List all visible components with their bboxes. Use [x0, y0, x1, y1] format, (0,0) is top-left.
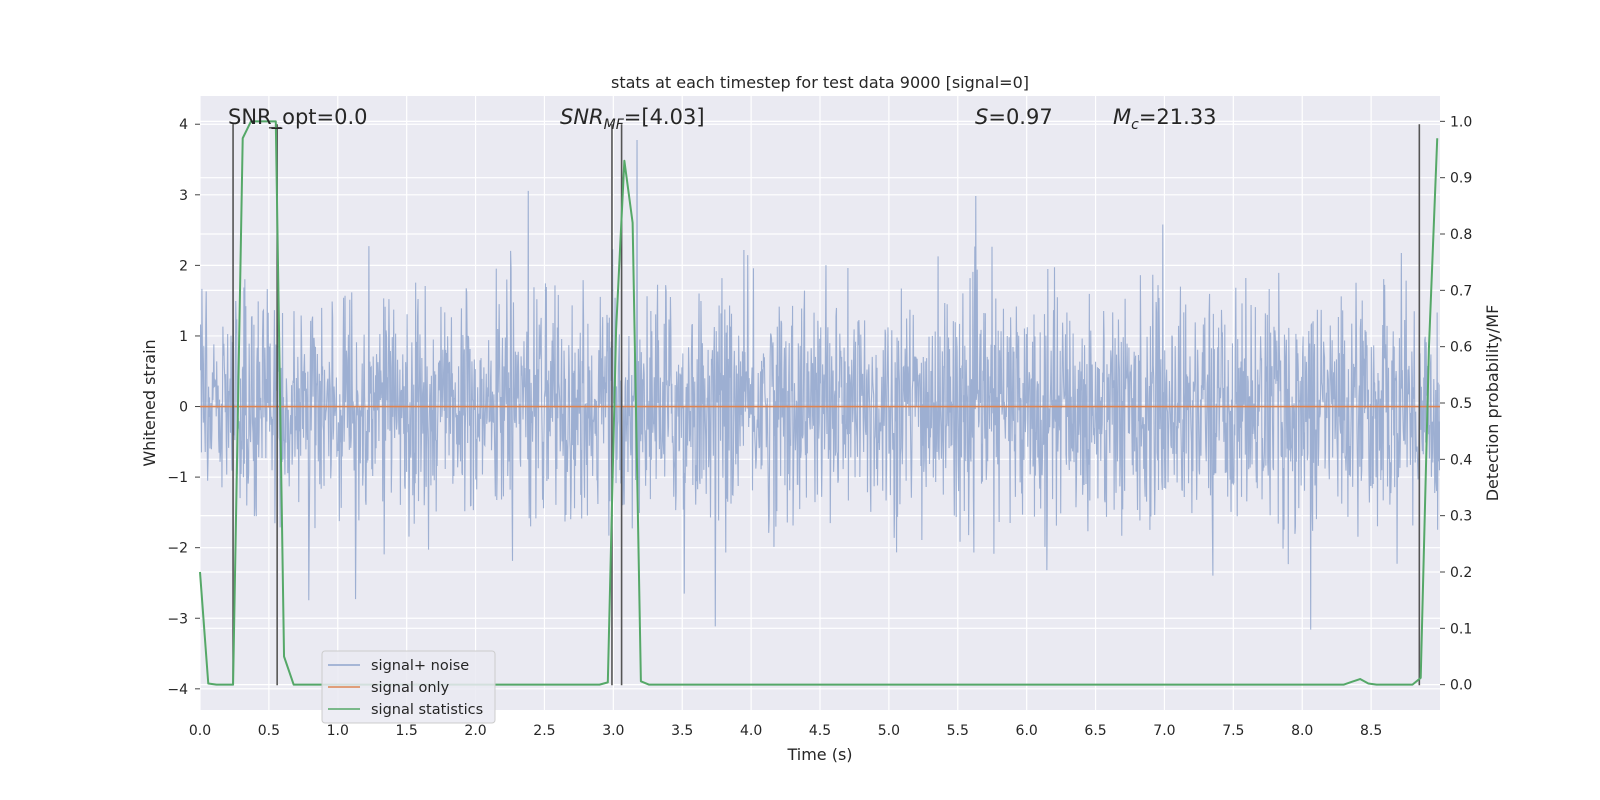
x-tick-label: 4.5: [809, 723, 831, 739]
y2-tick-label: 0.5: [1450, 396, 1472, 412]
legend: signal+ noise signal only signal statist…: [321, 650, 496, 724]
x-axis-label: Time (s): [786, 745, 852, 764]
y2-tick-label: 0.7: [1450, 283, 1472, 299]
mc-value: =21.33: [1139, 105, 1217, 129]
x-tick-label: 8.0: [1291, 723, 1313, 739]
snr-opt-annotation: SNR_opt=0.0: [228, 105, 368, 130]
y-tick-label: 3: [179, 188, 188, 204]
y-tick-label: 2: [179, 258, 188, 274]
legend-box: [321, 650, 496, 724]
snr-mf-subscript: MF: [604, 117, 625, 133]
y-tick-label: 4: [179, 117, 188, 133]
mc-subscript: c: [1131, 117, 1139, 133]
x-tick-label: 3.0: [602, 723, 624, 739]
x-tick-label: 3.5: [671, 723, 693, 739]
series-signal-statistics: [199, 120, 1439, 686]
snr-mf-value: =[4.03]: [624, 105, 705, 129]
x-tick-label: 0.0: [189, 723, 211, 739]
y-tick-label: −3: [167, 611, 188, 627]
y2-tick-label: 0.1: [1450, 621, 1472, 637]
x-tick-label: 1.0: [327, 723, 349, 739]
x-tick-label: 7.5: [1222, 723, 1244, 739]
y2-tick-label: 0.0: [1450, 678, 1472, 694]
y-tick-label: −1: [167, 470, 188, 486]
x-tick-label: 8.5: [1360, 723, 1382, 739]
y-axis-label: Whitened strain: [140, 339, 159, 466]
s-annotation: S=0.97: [975, 105, 1053, 129]
x-tick-label: 7.0: [1153, 723, 1175, 739]
chart-title: stats at each timestep for test data 900…: [611, 73, 1029, 92]
x-tick-label: 2.0: [464, 723, 486, 739]
mc-symbol: M: [1113, 105, 1131, 129]
y2-tick-label: 0.3: [1450, 509, 1472, 525]
legend-label-noise: signal+ noise: [371, 658, 469, 674]
y-tick-label: −4: [167, 682, 188, 698]
y-tick-label: −2: [167, 541, 188, 557]
legend-label-stats: signal statistics: [371, 702, 483, 718]
y2-tick-label: 1.0: [1450, 114, 1472, 130]
y2-tick-label: 0.2: [1450, 565, 1472, 581]
series-signal-noise: [200, 139, 1440, 630]
x-tick-label: 5.0: [878, 723, 900, 739]
y2-axis-label: Detection probability/MF: [1483, 305, 1502, 502]
y-tick-label: 0: [179, 400, 188, 416]
x-tick-label: 4.0: [740, 723, 762, 739]
snr-mf-annotation: SNRMF=[4.03]: [560, 105, 705, 133]
s-symbol: S: [975, 105, 988, 129]
y-tick-label: 1: [179, 329, 188, 345]
snr-mf-symbol: SNR: [560, 105, 604, 129]
y2-tick-label: 0.6: [1450, 340, 1472, 356]
y2-tick-label: 0.8: [1450, 227, 1472, 243]
x-tick-label: 6.5: [1084, 723, 1106, 739]
mc-annotation: Mc=21.33: [1113, 105, 1217, 133]
x-tick-label: 0.5: [258, 723, 280, 739]
legend-label-signal: signal only: [371, 680, 450, 696]
s-value: =0.97: [988, 105, 1052, 129]
x-tick-label: 6.0: [1016, 723, 1038, 739]
y2-tick-label: 0.4: [1450, 452, 1472, 468]
x-tick-label: 1.5: [396, 723, 418, 739]
x-tick-label: 5.5: [947, 723, 969, 739]
y2-tick-label: 0.9: [1450, 171, 1472, 187]
x-tick-label: 2.5: [533, 723, 555, 739]
